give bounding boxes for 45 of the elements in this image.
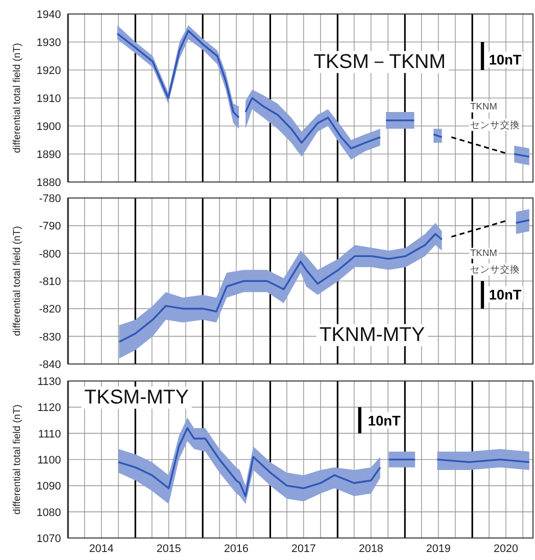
y-tick-label: -790 bbox=[38, 220, 61, 233]
y-tick-label: -830 bbox=[38, 331, 61, 344]
y-tick-label: 1070 bbox=[36, 533, 61, 545]
x-tick-label: 2014 bbox=[89, 543, 114, 555]
y-tick-label: -820 bbox=[38, 304, 61, 316]
annotation: TKNM bbox=[470, 248, 498, 259]
y-tick-label: 1120 bbox=[37, 402, 61, 414]
line-series bbox=[116, 30, 240, 118]
y-tick-label: 1080 bbox=[36, 506, 61, 519]
y-tick-label: 1880 bbox=[36, 177, 61, 189]
y-tick-label: 1890 bbox=[36, 149, 61, 161]
y-tick-label: 1130 bbox=[37, 376, 61, 388]
y-axis-title: differential total field (nT) bbox=[12, 404, 23, 514]
line-series bbox=[117, 427, 382, 498]
text: TKSM－TKNM bbox=[313, 51, 446, 74]
x-tick-label: 2020 bbox=[494, 543, 518, 555]
y-axis-title: differential total field (nT) bbox=[12, 226, 23, 336]
y-tick-label: -810 bbox=[38, 276, 61, 288]
y-tick-label: 1900 bbox=[36, 121, 61, 133]
y-tick-label: 1100 bbox=[37, 454, 61, 466]
x-tick-label: 2015 bbox=[156, 543, 181, 555]
x-tick-label: 2016 bbox=[224, 543, 249, 555]
annotation: センサ交換 bbox=[470, 263, 520, 276]
line-series bbox=[244, 97, 382, 150]
y-tick-label: 1910 bbox=[36, 93, 61, 105]
chart-title: TKSM-MTY bbox=[84, 386, 189, 409]
x-tick-label: 2018 bbox=[358, 543, 384, 555]
y-tick-label: 1090 bbox=[36, 480, 61, 493]
y-tick-label: -840 bbox=[38, 359, 61, 371]
annotation: センサ交換 bbox=[470, 118, 520, 131]
annotation: TKNM bbox=[470, 101, 498, 112]
annotation: 10nT bbox=[488, 51, 522, 68]
y-tick-label: 1940 bbox=[36, 9, 61, 21]
y-tick-label: 1110 bbox=[38, 428, 61, 440]
y-tick-label: -800 bbox=[38, 248, 61, 260]
annotation: 10nT bbox=[368, 412, 402, 428]
annotation: 10nT bbox=[488, 286, 522, 302]
x-tick-label: 2017 bbox=[291, 543, 316, 555]
y-tick-label: 1920 bbox=[36, 65, 61, 77]
y-tick-label: -780 bbox=[38, 193, 61, 205]
line-series bbox=[118, 233, 443, 343]
text: TKNM-MTY bbox=[319, 324, 425, 346]
y-axis-title: differential total field (nT) bbox=[12, 43, 23, 153]
x-tick-label: 2019 bbox=[426, 543, 451, 555]
y-tick-label: 1930 bbox=[36, 37, 61, 49]
